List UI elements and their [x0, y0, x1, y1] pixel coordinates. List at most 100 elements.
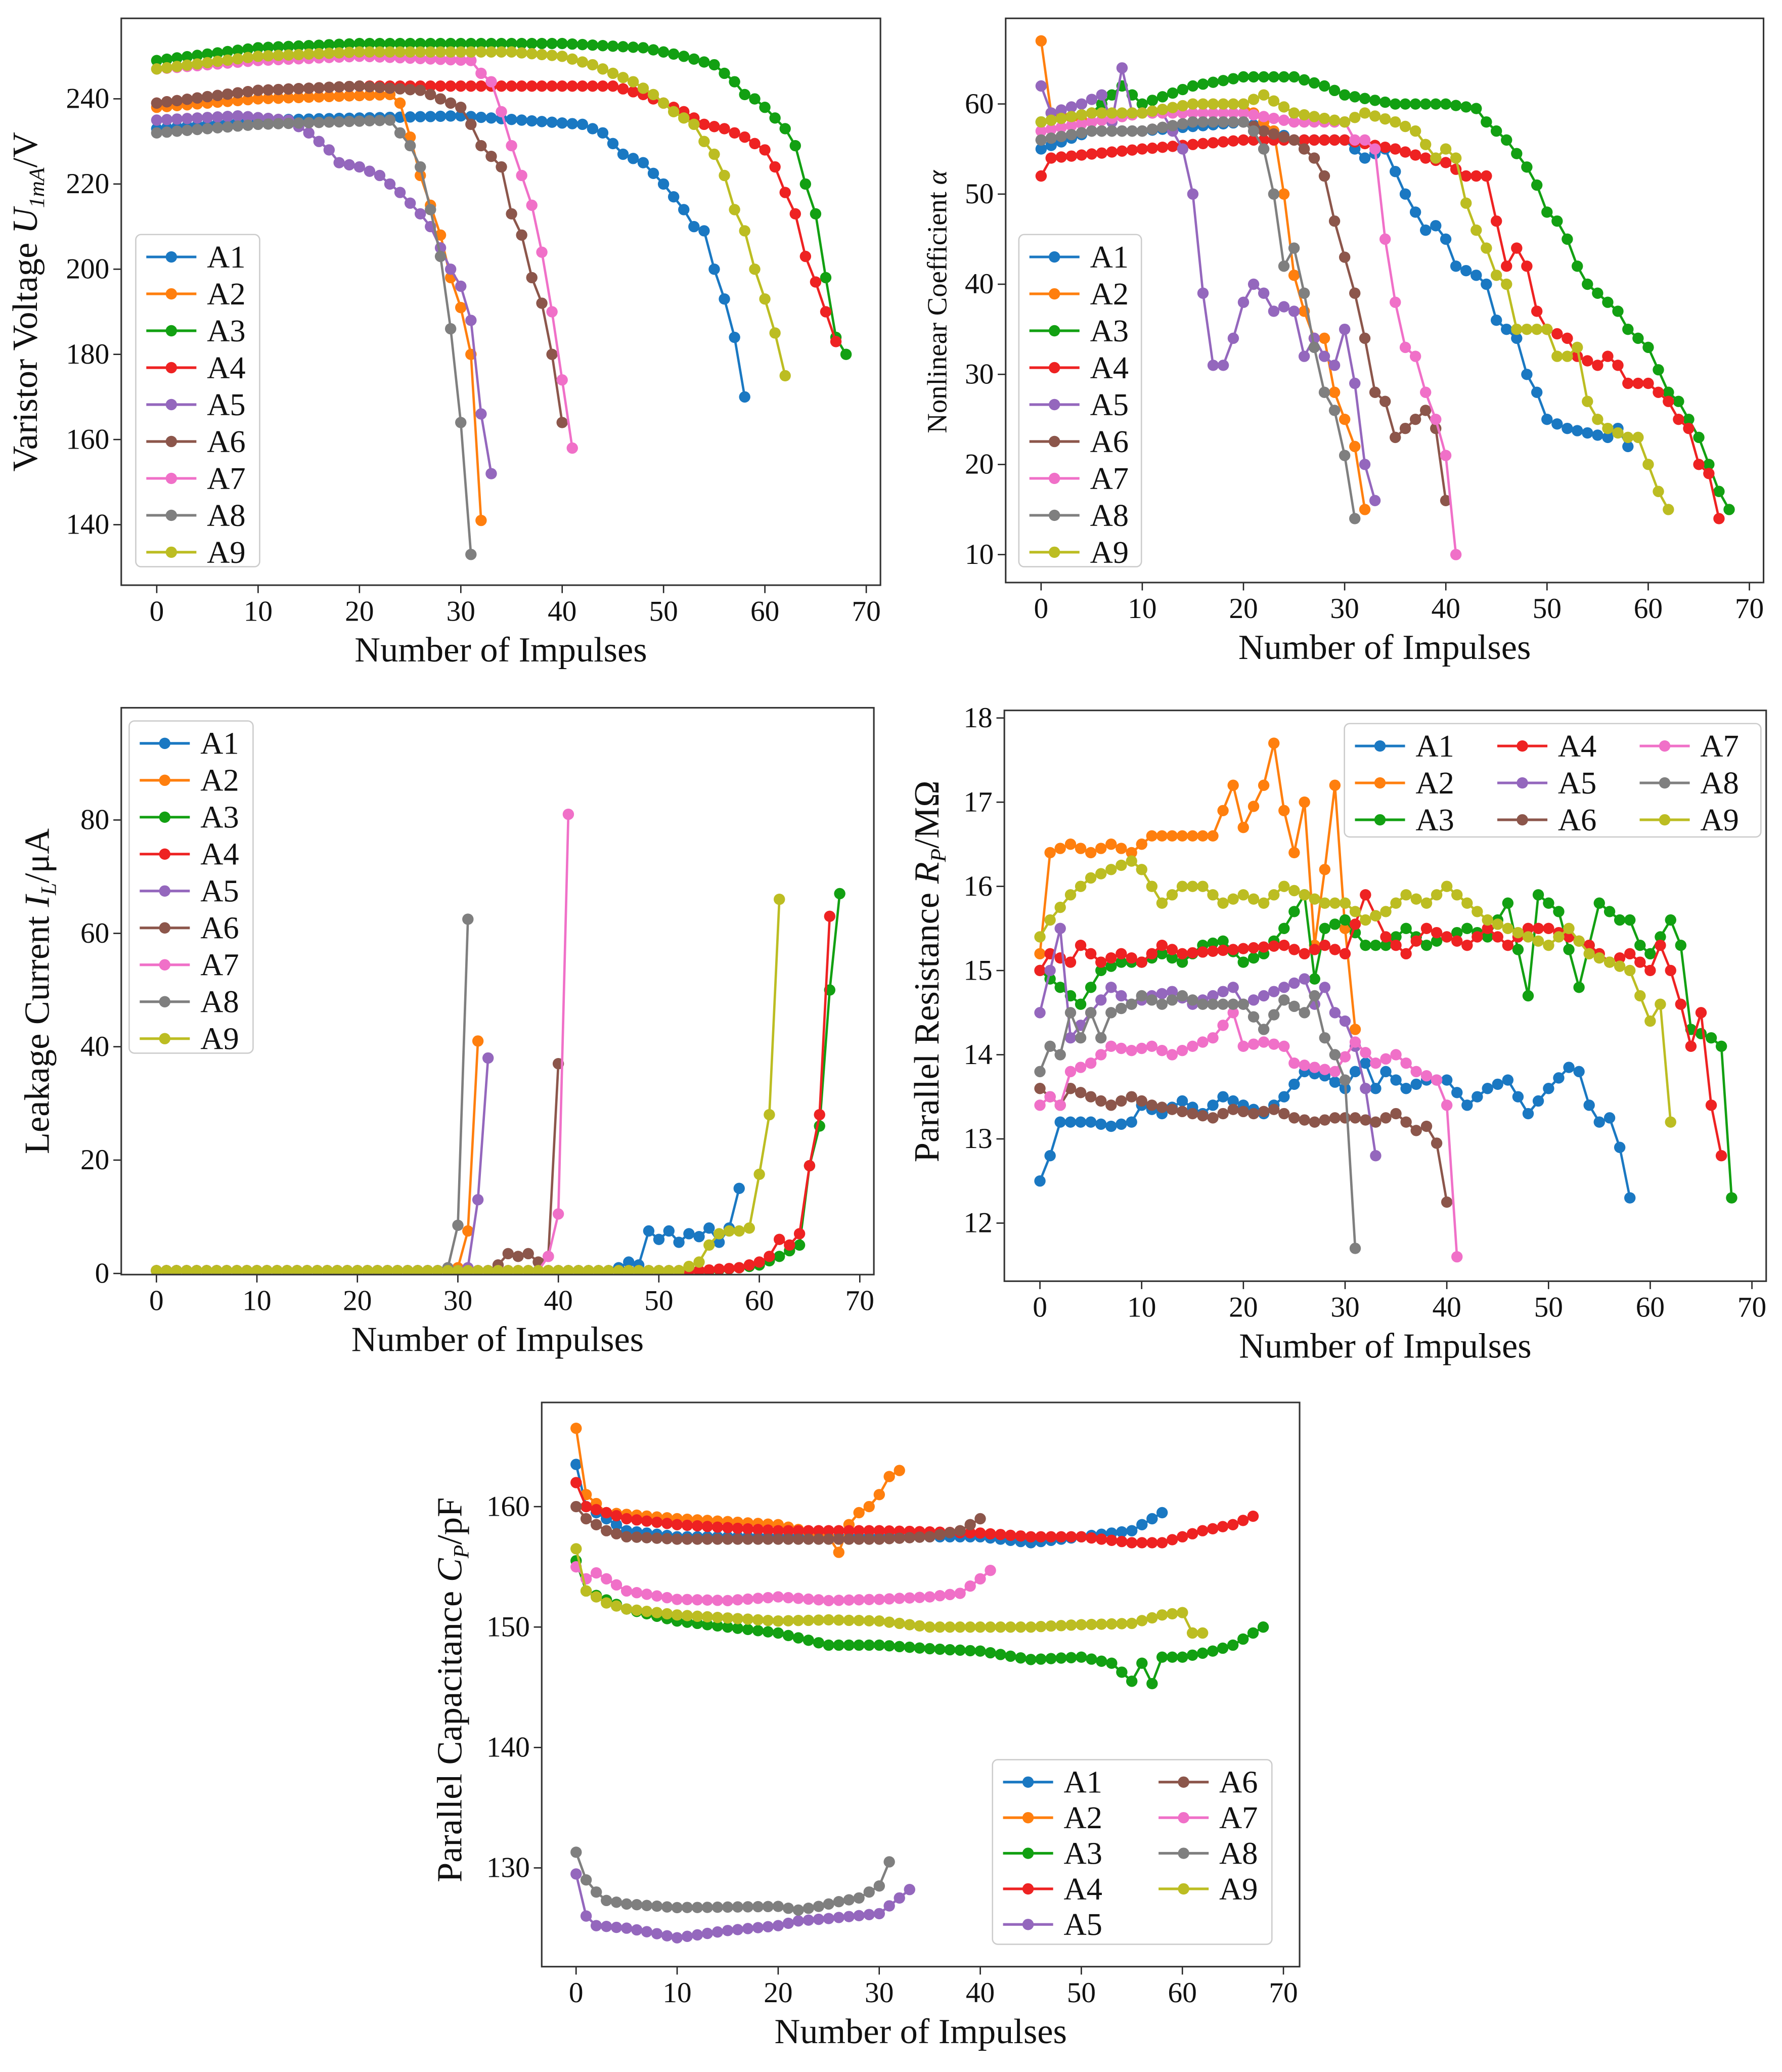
data-point-A9 — [492, 1265, 504, 1275]
data-point-A3 — [323, 39, 335, 51]
data-point-A6 — [252, 84, 264, 96]
data-point-A9 — [293, 49, 304, 61]
data-point-A6 — [512, 1251, 524, 1262]
data-point-A8 — [843, 1894, 855, 1906]
data-point-A3 — [782, 1629, 794, 1642]
data-point-A6 — [1390, 1108, 1402, 1120]
data-point-A2 — [283, 92, 294, 104]
data-point-A5 — [343, 159, 355, 171]
data-point-A9 — [321, 1265, 333, 1275]
data-point-A1 — [1531, 386, 1543, 398]
legend-label: A8 — [207, 498, 245, 533]
data-point-A4 — [1207, 137, 1219, 149]
data-point-A7 — [465, 55, 477, 66]
data-point-A1 — [576, 118, 589, 130]
data-point-A1 — [663, 1225, 675, 1237]
data-point-A1 — [1156, 1507, 1168, 1519]
data-point-A1 — [1592, 429, 1603, 441]
data-point-A4 — [1715, 1150, 1727, 1162]
data-point-A2 — [1278, 805, 1290, 816]
data-point-A9 — [512, 1265, 524, 1275]
data-point-A6 — [374, 81, 386, 94]
data-point-A3 — [1176, 956, 1188, 968]
data-point-A3 — [1116, 1666, 1128, 1678]
data-point-A4 — [607, 80, 619, 92]
data-point-A5 — [465, 315, 477, 326]
data-point-A9 — [1634, 990, 1646, 1002]
data-point-A4 — [1551, 328, 1563, 340]
series-line-A5 — [1040, 67, 1376, 501]
data-point-A4 — [1653, 386, 1664, 398]
data-point-A9 — [583, 1265, 595, 1275]
data-point-A3 — [1632, 332, 1644, 344]
data-point-A3 — [719, 67, 730, 79]
data-point-A3 — [1076, 1651, 1087, 1663]
data-point-A3 — [1501, 134, 1512, 146]
data-point-A3 — [1329, 918, 1341, 930]
data-point-A4 — [1655, 939, 1666, 951]
data-point-A4 — [701, 1521, 714, 1532]
data-point-A7 — [444, 54, 457, 66]
data-point-A4 — [1482, 922, 1493, 935]
data-point-A9 — [691, 1610, 703, 1622]
data-point-A5 — [1339, 1015, 1351, 1027]
data-point-A7 — [1217, 1020, 1229, 1031]
data-point-A5 — [641, 1926, 653, 1937]
data-point-A8 — [1146, 994, 1158, 1006]
data-point-A3 — [667, 48, 680, 60]
data-point-A7 — [823, 1595, 834, 1607]
data-point-A7 — [1248, 109, 1260, 121]
data-point-A8 — [452, 1219, 464, 1231]
data-point-A4 — [739, 131, 750, 143]
x-tick-label: 40 — [1432, 593, 1460, 625]
data-point-A6 — [1268, 128, 1280, 140]
data-point-A2 — [472, 1035, 484, 1047]
data-point-A4 — [1248, 942, 1260, 954]
legend-marker — [1048, 509, 1060, 521]
data-point-A9 — [1360, 914, 1371, 926]
data-point-A9 — [617, 72, 629, 83]
legend-label: A7 — [1090, 461, 1129, 496]
data-point-A4 — [830, 336, 842, 347]
data-point-A4 — [1136, 143, 1148, 155]
data-point-A9 — [637, 82, 649, 94]
y-tick-label: 240 — [66, 83, 109, 115]
data-point-A9 — [1410, 893, 1422, 905]
legend-marker — [159, 811, 171, 823]
data-point-A9 — [1116, 1618, 1128, 1629]
data-point-A5 — [472, 1194, 484, 1206]
data-point-A3 — [1663, 386, 1674, 398]
data-point-A7 — [543, 1251, 554, 1262]
data-point-A3 — [1035, 1653, 1047, 1665]
data-point-A3 — [1451, 927, 1463, 939]
data-point-A4 — [1612, 360, 1624, 371]
data-point-A4 — [1015, 1530, 1027, 1542]
data-point-A7 — [556, 374, 568, 386]
data-point-A6 — [914, 1531, 925, 1543]
data-point-A1 — [1583, 1099, 1595, 1111]
data-point-A4 — [1673, 413, 1684, 425]
data-point-A4 — [1065, 1531, 1077, 1542]
data-point-A9 — [1187, 880, 1198, 892]
data-point-A4 — [742, 1523, 754, 1535]
data-point-A4 — [762, 1524, 774, 1536]
data-point-A7 — [601, 1573, 612, 1585]
data-point-A1 — [1562, 422, 1573, 434]
data-point-A5 — [485, 468, 497, 479]
data-point-A2 — [1116, 843, 1127, 854]
data-point-A6 — [601, 1525, 612, 1536]
data-point-A9 — [779, 370, 791, 382]
legend-item-A4: A4 — [140, 836, 239, 872]
data-point-A7 — [691, 1594, 703, 1606]
data-point-A4 — [1095, 956, 1107, 968]
data-point-A4 — [782, 1525, 794, 1536]
data-point-A1 — [1035, 143, 1047, 155]
data-point-A9 — [442, 1265, 454, 1275]
data-point-A9 — [934, 1621, 946, 1633]
data-point-A3 — [1288, 906, 1300, 917]
data-point-A4 — [1379, 141, 1391, 153]
data-point-A3 — [1420, 939, 1433, 951]
